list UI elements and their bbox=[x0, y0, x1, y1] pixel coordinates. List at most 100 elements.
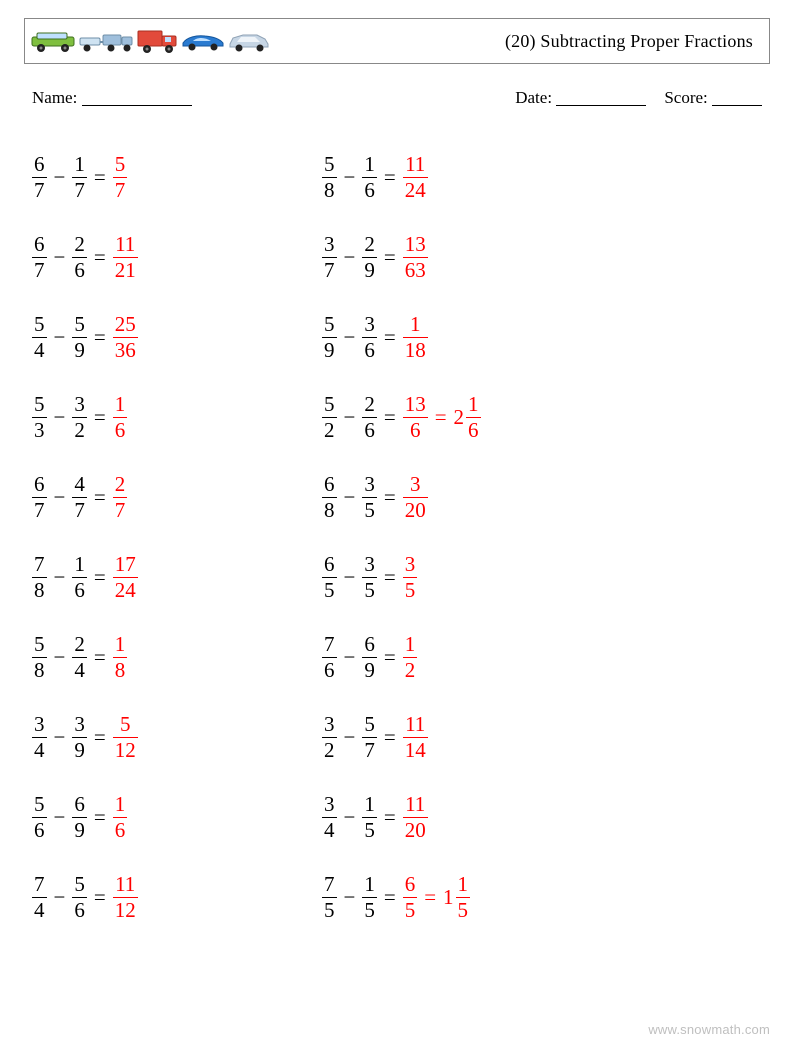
fraction: 59 bbox=[72, 314, 87, 361]
footer-watermark: www.snowmath.com bbox=[648, 1022, 770, 1037]
fraction: 26 bbox=[362, 394, 377, 441]
fraction: 67 bbox=[32, 234, 47, 281]
minus-sign: − bbox=[47, 405, 73, 430]
date-label: Date: bbox=[515, 88, 552, 107]
fraction: 27 bbox=[113, 474, 128, 521]
answer: 1120 bbox=[403, 794, 428, 841]
fraction: 65 bbox=[322, 554, 337, 601]
mixed-number: 115 bbox=[443, 874, 470, 921]
problem-row: 34−15=1120 bbox=[322, 778, 662, 858]
fraction: 1724 bbox=[113, 554, 138, 601]
numerator: 5 bbox=[362, 714, 377, 737]
numerator: 3 bbox=[362, 474, 377, 497]
problems-col-1: 67−17=5767−26=112154−59=253653−32=1667−4… bbox=[32, 138, 322, 938]
numerator: 1 bbox=[466, 394, 481, 417]
denominator: 7 bbox=[72, 178, 87, 201]
station-wagon-icon bbox=[31, 29, 77, 53]
denominator: 20 bbox=[403, 498, 428, 521]
numerator: 5 bbox=[322, 154, 337, 177]
date-blank[interactable] bbox=[556, 87, 646, 106]
fraction: 59 bbox=[322, 314, 337, 361]
minus-sign: − bbox=[47, 165, 73, 190]
denominator: 2 bbox=[322, 738, 337, 761]
problem-row: 65−35=35 bbox=[322, 538, 662, 618]
fraction: 36 bbox=[362, 314, 377, 361]
denominator: 6 bbox=[362, 178, 377, 201]
fraction: 16 bbox=[362, 154, 377, 201]
equals-sign: = bbox=[377, 885, 403, 910]
fraction: 78 bbox=[32, 554, 47, 601]
numerator: 7 bbox=[32, 874, 47, 897]
minus-sign: − bbox=[337, 325, 363, 350]
denominator: 6 bbox=[408, 418, 423, 441]
numerator: 11 bbox=[113, 874, 137, 897]
numerator: 1 bbox=[72, 154, 87, 177]
denominator: 8 bbox=[322, 498, 337, 521]
equals-sign: = bbox=[377, 565, 403, 590]
truck-with-trailer-icon bbox=[79, 29, 135, 53]
numerator: 5 bbox=[32, 394, 47, 417]
numerator: 5 bbox=[118, 714, 133, 737]
fraction: 74 bbox=[32, 874, 47, 921]
minus-sign: − bbox=[337, 405, 363, 430]
denominator: 36 bbox=[113, 338, 138, 361]
fraction: 35 bbox=[362, 474, 377, 521]
numerator: 13 bbox=[403, 394, 428, 417]
equals-sign: = bbox=[87, 805, 113, 830]
equals-sign: = bbox=[377, 325, 403, 350]
numerator: 3 bbox=[362, 314, 377, 337]
minus-sign: − bbox=[47, 885, 73, 910]
fraction: 118 bbox=[403, 314, 428, 361]
score-blank[interactable] bbox=[712, 87, 762, 106]
worksheet-title: (20) Subtracting Proper Fractions bbox=[505, 31, 753, 52]
fraction: 26 bbox=[72, 234, 87, 281]
score-label: Score: bbox=[664, 88, 707, 107]
equals-sign: = bbox=[377, 645, 403, 670]
numerator: 6 bbox=[362, 634, 377, 657]
problem-row: 54−59=2536 bbox=[32, 298, 322, 378]
denominator: 9 bbox=[72, 818, 87, 841]
sedan-icon bbox=[227, 30, 271, 52]
vehicle-icons bbox=[31, 28, 271, 54]
answer: 1124 bbox=[403, 154, 428, 201]
numerator: 1 bbox=[403, 634, 418, 657]
fraction: 32 bbox=[322, 714, 337, 761]
name-blank[interactable] bbox=[82, 87, 192, 106]
fraction: 75 bbox=[322, 874, 337, 921]
problems-col-2: 58−16=112437−29=136359−36=11852−26=136=2… bbox=[322, 138, 662, 938]
answer: 16 bbox=[113, 394, 128, 441]
minus-sign: − bbox=[47, 325, 73, 350]
equals-sign: = bbox=[87, 405, 113, 430]
numerator: 6 bbox=[72, 794, 87, 817]
denominator: 7 bbox=[32, 178, 47, 201]
meta-row: Name: Date: Score: bbox=[32, 84, 762, 108]
problem-row: 67−17=57 bbox=[32, 138, 322, 218]
box-truck-icon bbox=[137, 28, 179, 54]
fraction: 57 bbox=[113, 154, 128, 201]
numerator: 5 bbox=[113, 154, 128, 177]
denominator: 2 bbox=[403, 658, 418, 681]
numerator: 6 bbox=[32, 474, 47, 497]
denominator: 5 bbox=[322, 578, 337, 601]
numerator: 1 bbox=[456, 874, 471, 897]
numerator: 3 bbox=[72, 394, 87, 417]
problem-row: 32−57=1114 bbox=[322, 698, 662, 778]
denominator: 63 bbox=[403, 258, 428, 281]
equals-sign: = bbox=[377, 485, 403, 510]
numerator: 1 bbox=[362, 794, 377, 817]
fraction: 69 bbox=[362, 634, 377, 681]
denominator: 6 bbox=[362, 418, 377, 441]
numerator: 3 bbox=[32, 714, 47, 737]
numerator: 3 bbox=[322, 714, 337, 737]
denominator: 3 bbox=[32, 418, 47, 441]
numerator: 1 bbox=[113, 394, 128, 417]
numerator: 3 bbox=[408, 474, 423, 497]
minus-sign: − bbox=[47, 485, 73, 510]
numerator: 6 bbox=[322, 554, 337, 577]
numerator: 7 bbox=[322, 634, 337, 657]
denominator: 6 bbox=[113, 418, 128, 441]
fraction: 1121 bbox=[113, 234, 138, 281]
equals-sign: = bbox=[428, 405, 454, 430]
numerator: 1 bbox=[113, 794, 128, 817]
answer: 2536 bbox=[113, 314, 138, 361]
